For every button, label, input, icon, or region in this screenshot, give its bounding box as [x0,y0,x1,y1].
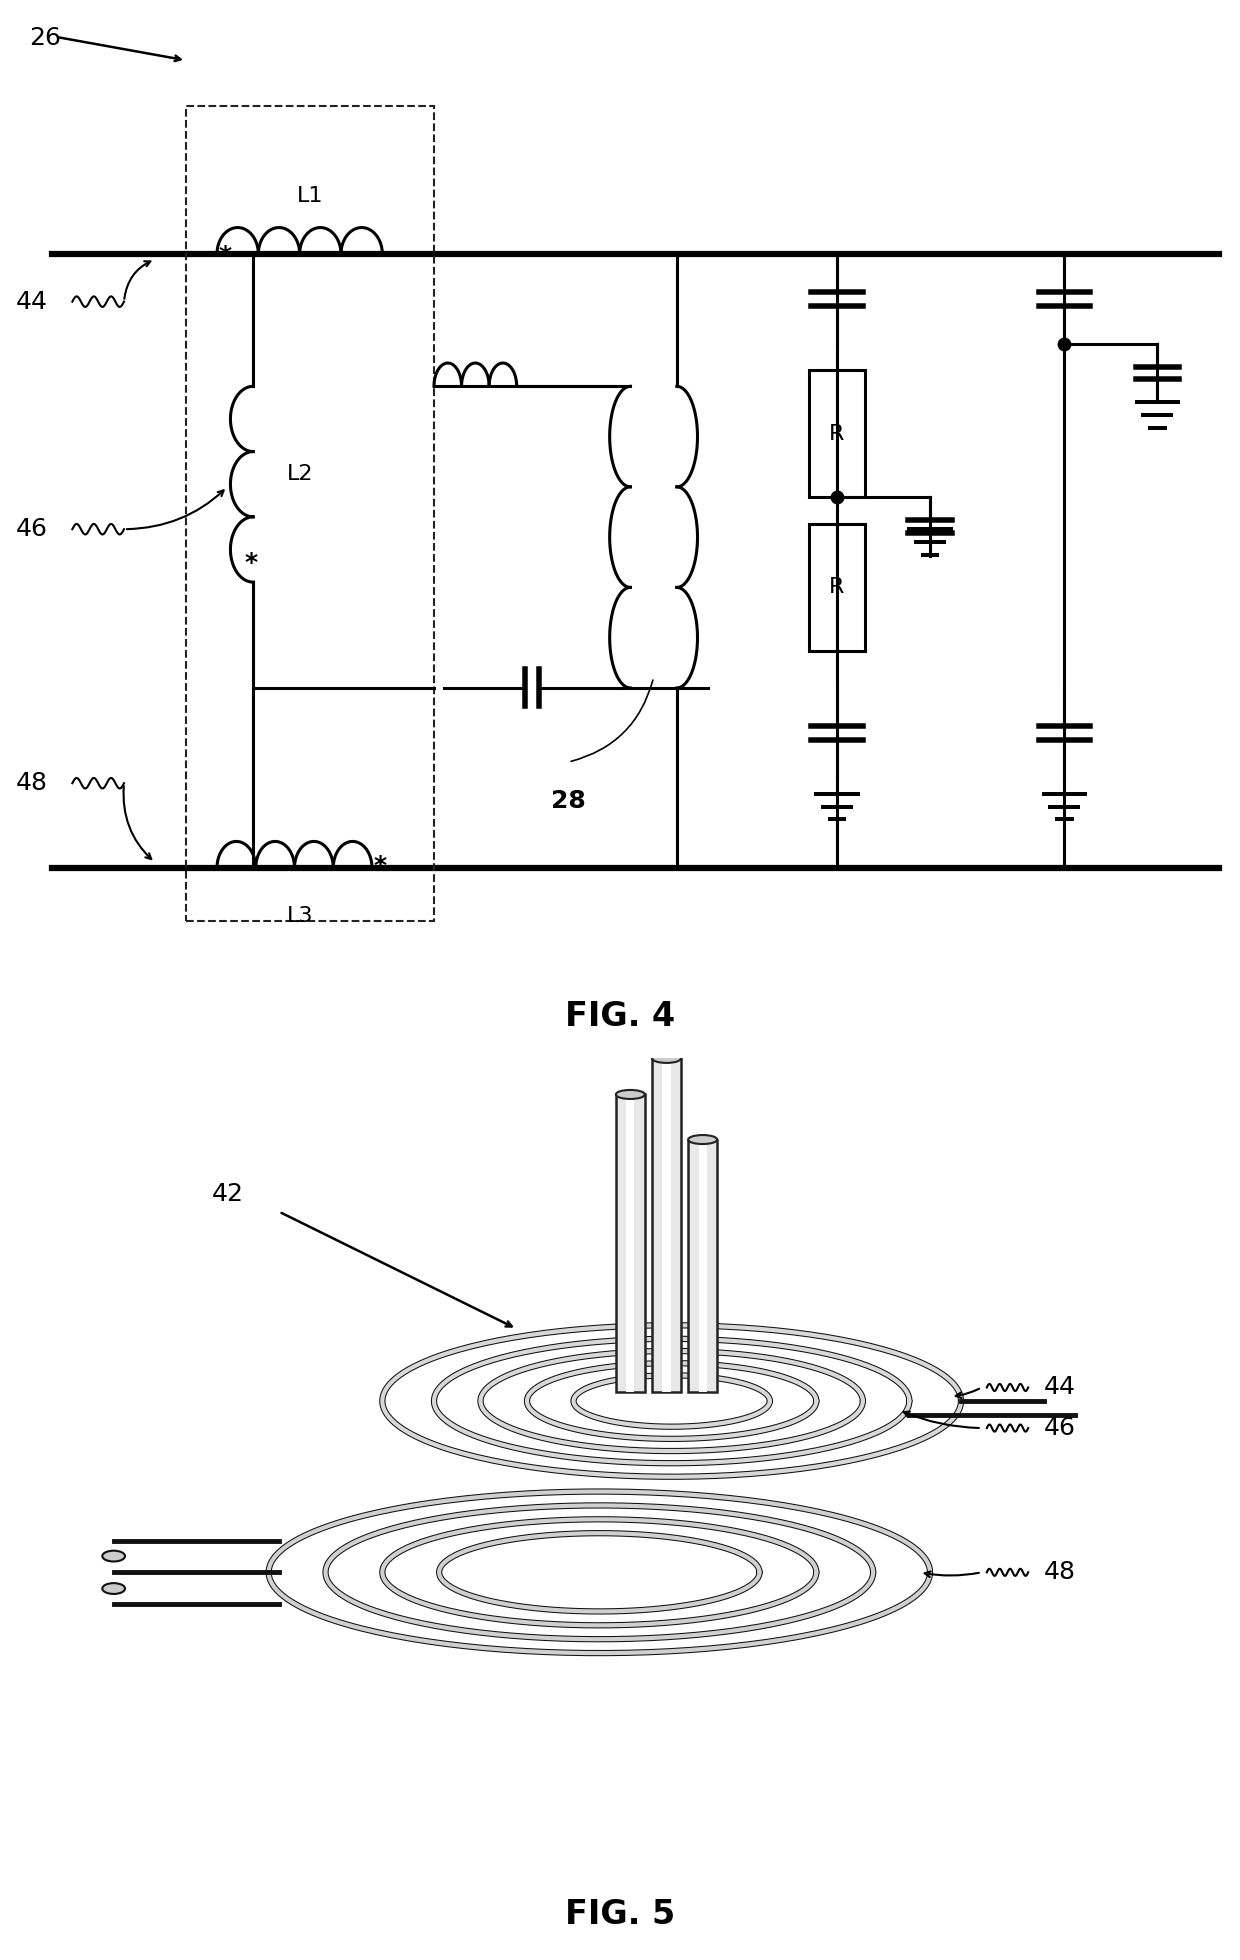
Text: *: * [373,855,387,878]
Text: 46: 46 [1044,1415,1075,1441]
Text: L2: L2 [286,465,312,484]
Text: L3: L3 [286,906,312,925]
Text: 46: 46 [15,517,47,541]
Text: R: R [830,578,844,598]
Text: L1: L1 [296,186,324,206]
Text: 28: 28 [551,788,585,813]
Bar [616,1094,645,1392]
Text: 48: 48 [1044,1560,1075,1584]
Text: 44: 44 [15,290,47,314]
Bar [662,1058,671,1392]
Text: 44: 44 [1044,1376,1075,1399]
Bar [652,1058,681,1392]
Text: R: R [830,423,844,445]
Text: 48: 48 [15,770,47,796]
FancyBboxPatch shape [808,370,866,498]
Text: *: * [244,551,258,574]
Bar [186,106,434,921]
Bar [626,1094,635,1392]
Text: 26: 26 [29,25,61,51]
FancyBboxPatch shape [808,523,866,651]
Ellipse shape [652,1054,681,1062]
Ellipse shape [616,1090,645,1100]
Ellipse shape [102,1584,125,1593]
Ellipse shape [102,1550,125,1562]
Text: FIG. 4: FIG. 4 [565,1000,675,1033]
Text: 42: 42 [211,1182,243,1205]
Bar [688,1139,717,1392]
Text: *: * [218,245,232,269]
Text: FIG. 5: FIG. 5 [565,1899,675,1931]
Bar [698,1139,707,1392]
Ellipse shape [688,1135,717,1145]
